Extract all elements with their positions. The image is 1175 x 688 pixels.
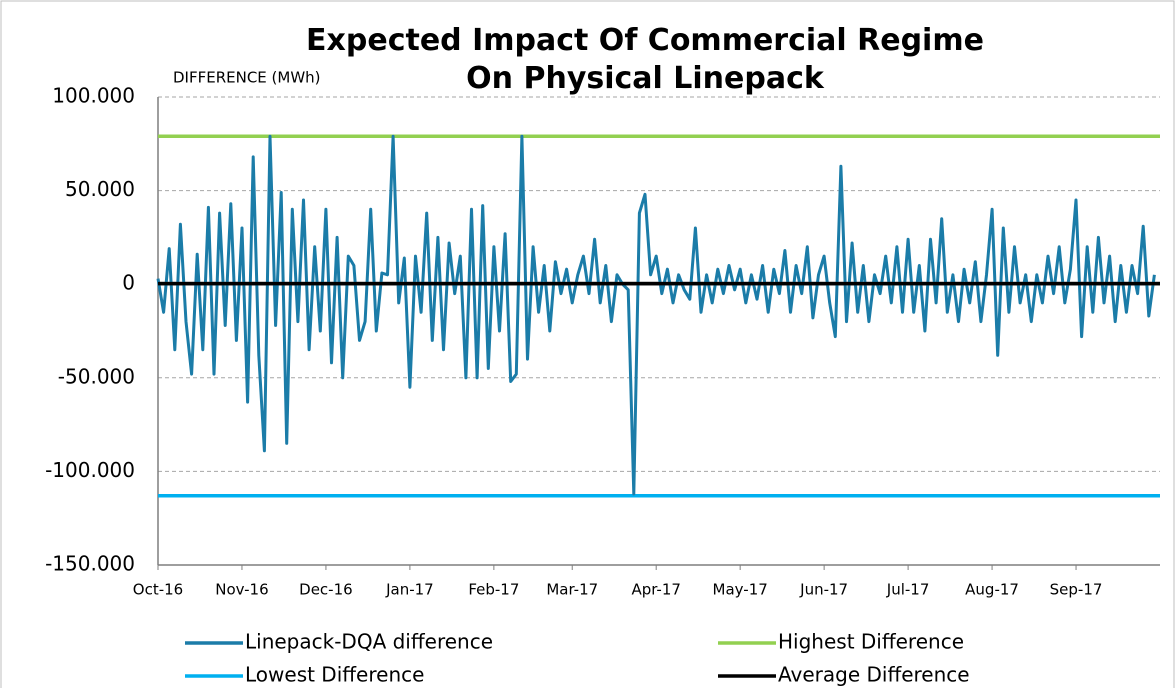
x-tick-label: Dec-16 <box>299 581 353 599</box>
x-tick-label: Jan-17 <box>385 581 434 599</box>
chart-title: Expected Impact Of Commercial Regime On … <box>306 23 984 96</box>
x-tick-label: May-17 <box>713 581 768 599</box>
y-axis-label: DIFFERENCE (MWh) <box>173 69 321 87</box>
x-tick-label: Feb-17 <box>468 581 519 599</box>
x-tick-label: Apr-17 <box>631 581 681 599</box>
y-tick-label: -150.000 <box>45 552 135 576</box>
x-tick-label: Jul-17 <box>886 581 930 599</box>
x-tick-label: Mar-17 <box>546 581 598 599</box>
y-tick-label: 100.000 <box>52 84 135 108</box>
legend-label: Linepack-DQA difference <box>245 630 493 654</box>
y-tick-label: 50.000 <box>65 177 135 201</box>
x-tick-label: Oct-16 <box>133 581 183 599</box>
legend-label: Average Difference <box>778 663 970 687</box>
legend-label: Lowest Difference <box>245 663 424 687</box>
x-tick-label: Aug-17 <box>965 581 1019 599</box>
x-tick-label: Nov-16 <box>215 581 268 599</box>
data-line <box>156 134 1156 496</box>
x-tick-label: Jun-17 <box>799 581 848 599</box>
y-tick-label: 0 <box>122 271 135 295</box>
x-tick-label: Sep-17 <box>1050 581 1103 599</box>
y-tick-label: -50.000 <box>58 364 135 388</box>
y-tick-label: -100.000 <box>45 458 135 482</box>
legend-label: Highest Difference <box>778 630 964 654</box>
